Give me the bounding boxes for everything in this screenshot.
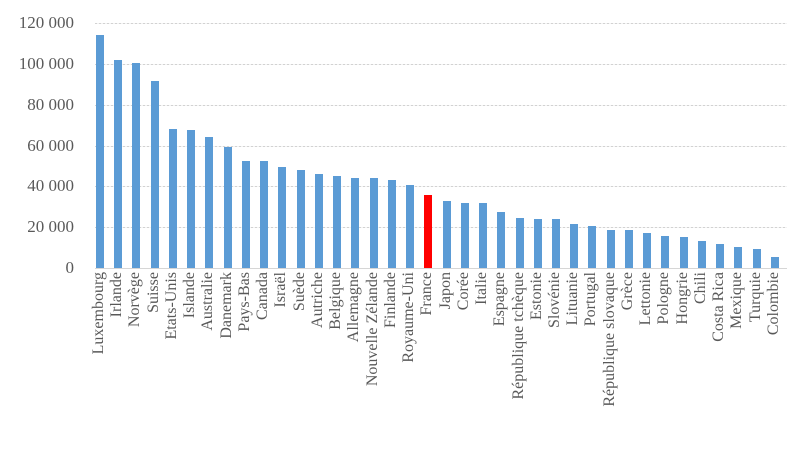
x-label-finlande: Finlande	[382, 272, 399, 328]
gridline-80000	[95, 105, 787, 106]
x-label-costa-rica: Costa Rica	[710, 272, 727, 342]
bar-costa-rica	[716, 244, 724, 268]
bar-estonie	[534, 219, 542, 268]
y-tick-label-120000: 120 000	[18, 13, 74, 32]
x-label-estonie: Estonie	[528, 272, 545, 320]
bar-lettonie	[643, 233, 651, 268]
x-label-coree: Corée	[455, 272, 472, 311]
bar-japon	[443, 201, 451, 268]
x-label-hongrie: Hongrie	[674, 272, 691, 325]
bar-norvege	[132, 63, 140, 268]
bar-allemagne	[351, 178, 359, 268]
bar-belgique	[333, 176, 341, 268]
x-label-lituanie: Lituanie	[564, 272, 581, 326]
x-label-slovenie: Slovénie	[546, 272, 563, 328]
x-label-colombie: Colombie	[765, 272, 782, 336]
bar-suede	[297, 170, 305, 268]
x-label-pays-bas: Pays-Bas	[236, 272, 253, 332]
y-tick-label-60000: 60 000	[27, 136, 74, 155]
x-label-espagne: Espagne	[491, 272, 508, 327]
bar-republique-tcheque	[516, 218, 524, 268]
x-label-royaume-uni: Royaume-Uni	[400, 272, 417, 363]
bar-australie	[205, 137, 213, 268]
bar-france	[424, 195, 432, 268]
x-label-suede: Suède	[291, 272, 308, 312]
bar-turquie	[753, 249, 761, 268]
x-label-allemagne: Allemagne	[345, 272, 362, 343]
x-label-grece: Grèce	[619, 272, 636, 311]
bar-pays-bas	[242, 161, 250, 268]
x-label-autriche: Autriche	[309, 272, 326, 328]
x-label-portugal: Portugal	[582, 272, 599, 327]
x-label-republique-tcheque: République tchèque	[510, 272, 527, 400]
bar-hongrie	[680, 237, 688, 268]
bar-portugal	[588, 226, 596, 268]
x-label-irlande: Irlande	[108, 272, 125, 318]
x-label-pologne: Pologne	[655, 272, 672, 325]
gridline-40000	[95, 186, 787, 187]
x-label-etats-unis: Etats-Unis	[163, 272, 180, 340]
bar-espagne	[497, 212, 505, 268]
y-tick-label-40000: 40 000	[27, 176, 74, 195]
x-label-danemark: Danemark	[218, 272, 235, 339]
bar-luxembourg	[96, 35, 104, 268]
gridline-100000	[95, 64, 787, 65]
bar-republique-slovaque	[607, 230, 615, 268]
x-label-italie: Italie	[473, 272, 490, 305]
x-label-republique-slovaque: République slovaque	[601, 272, 618, 407]
bar-islande	[187, 130, 195, 268]
bar-irlande	[114, 60, 122, 268]
bar-colombie	[771, 257, 779, 268]
bar-mexique	[734, 247, 742, 268]
bar-italie	[479, 203, 487, 268]
bar-finlande	[388, 180, 396, 268]
x-label-lettonie: Lettonie	[637, 272, 654, 326]
gridline-60000	[95, 146, 787, 147]
bar-suisse	[151, 81, 159, 268]
y-tick-label-20000: 20 000	[27, 217, 74, 236]
bar-autriche	[315, 174, 323, 268]
x-label-australie: Australie	[199, 272, 216, 331]
y-tick-label-100000: 100 000	[18, 54, 74, 73]
y-tick-label-0: 0	[65, 258, 75, 277]
bar-etats-unis	[169, 129, 177, 268]
x-label-mexique: Mexique	[728, 272, 745, 329]
bar-royaume-uni	[406, 185, 414, 268]
x-label-canada: Canada	[254, 272, 271, 320]
bar-coree	[461, 203, 469, 268]
x-label-israel: Israël	[272, 272, 289, 308]
x-label-norvege: Norvège	[126, 272, 143, 328]
gridline-20000	[95, 227, 787, 228]
x-label-suisse: Suisse	[145, 272, 162, 313]
x-axis-line	[95, 268, 787, 269]
bar-danemark	[224, 147, 232, 268]
x-label-chili: Chili	[692, 272, 709, 305]
x-label-islande: Islande	[181, 272, 198, 319]
x-label-turquie: Turquie	[747, 272, 764, 323]
bar-lituanie	[570, 224, 578, 268]
x-label-nouvelle-zelande: Nouvelle Zélande	[364, 272, 381, 387]
x-label-luxembourg: Luxembourg	[90, 272, 107, 355]
bar-slovenie	[552, 219, 560, 268]
y-tick-label-80000: 80 000	[27, 95, 74, 114]
bar-grece	[625, 230, 633, 268]
bar-pologne	[661, 236, 669, 268]
x-label-belgique: Belgique	[327, 272, 344, 330]
x-label-france: France	[418, 272, 435, 316]
bar-nouvelle-zelande	[370, 178, 378, 268]
x-label-japon: Japon	[437, 272, 454, 310]
bar-israel	[278, 167, 286, 268]
gridline-120000	[95, 23, 787, 24]
bar-chili	[698, 241, 706, 268]
bar-canada	[260, 161, 268, 268]
